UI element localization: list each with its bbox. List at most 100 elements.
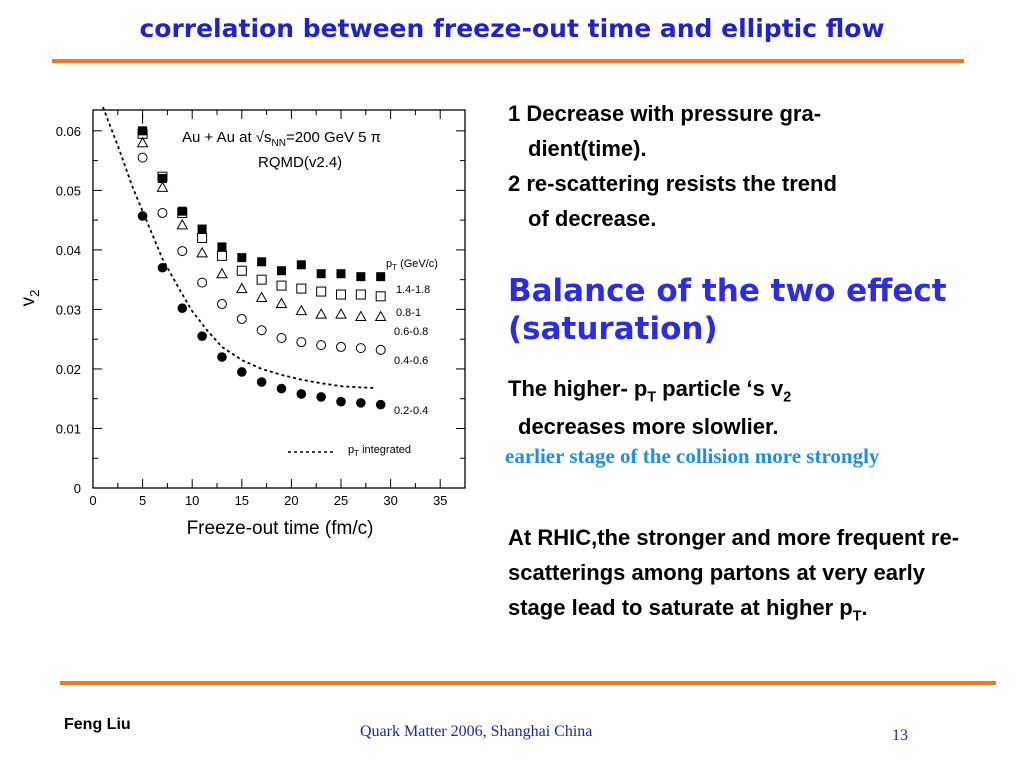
data-point-0-6-0-8 bbox=[176, 218, 189, 230]
x-tick-label: 35 bbox=[433, 493, 447, 508]
data-point-0-4-0-6 bbox=[375, 344, 386, 355]
data-point-0-4-0-6 bbox=[355, 343, 366, 354]
data-point-0-2-0-4 bbox=[296, 389, 307, 399]
data-point-1-4-1-8 bbox=[316, 269, 326, 279]
legend-0-6-0-8: 0.6-0.8 bbox=[394, 326, 428, 338]
x-tick-label: 20 bbox=[284, 493, 298, 508]
y-tick-label: 0.01 bbox=[56, 421, 81, 436]
data-point-0-2-0-4 bbox=[157, 262, 168, 273]
higher-a: The higher- p bbox=[508, 376, 648, 401]
higher-sub-2: 2 bbox=[783, 389, 792, 406]
data-point-0-4-0-6 bbox=[276, 332, 287, 343]
data-point-1-4-1-8 bbox=[336, 269, 346, 279]
data-point-0-2-0-4 bbox=[256, 377, 267, 387]
data-point-0-8-1 bbox=[177, 207, 188, 218]
data-point-0-8-1 bbox=[256, 274, 267, 285]
legend-0-2-0-4: 0.2-0.4 bbox=[394, 405, 428, 417]
data-point-0-6-0-8 bbox=[315, 308, 328, 319]
legend-0-8-1: 0.8-1 bbox=[396, 307, 421, 319]
x-axis-label: Freeze-out time (fm/c) bbox=[187, 518, 374, 539]
data-point-0-2-0-4 bbox=[375, 399, 386, 410]
footer-conference: Quark Matter 2006, Shanghai China bbox=[360, 723, 593, 740]
y-tick-label: 0.02 bbox=[56, 362, 81, 377]
data-point-0-6-0-8 bbox=[275, 297, 288, 308]
data-point-1-4-1-8 bbox=[376, 272, 386, 282]
balance-line-1: Balance of the two effect bbox=[508, 273, 947, 309]
footer-rule bbox=[60, 681, 996, 685]
y-axis-label: v2 bbox=[18, 290, 42, 307]
data-point-0-8-1 bbox=[355, 289, 366, 300]
footer-author: Feng Liu bbox=[64, 716, 131, 733]
data-point-0-2-0-4 bbox=[316, 392, 326, 402]
data-point-0-2-0-4 bbox=[177, 303, 188, 314]
data-point-1-4-1-8 bbox=[276, 266, 286, 276]
axis-ticks: 0 5 10 15 20 25 30 35 0 0.01 0.02 0.03 0.04 0.05 0.06 bbox=[56, 110, 465, 508]
higher-cont: decreases more slowlier. bbox=[518, 414, 779, 440]
point-1-lead: 1 Decrease with pressure gra- bbox=[508, 101, 822, 126]
data-point-0-4-0-6 bbox=[316, 340, 327, 351]
data-point-0-6-0-8 bbox=[216, 267, 228, 279]
footer-page-number: 13 bbox=[892, 727, 908, 744]
balance-line-2: (saturation) bbox=[508, 311, 718, 347]
x-tick-label: 10 bbox=[185, 493, 199, 508]
x-tick-label: 15 bbox=[235, 493, 249, 508]
data-point-0-6-0-8 bbox=[295, 304, 308, 316]
x-tick-label: 30 bbox=[383, 493, 397, 508]
data-point-0-2-0-4 bbox=[336, 396, 346, 407]
higher-pt-text: The higher- pT particle ‘s v2 decreases … bbox=[508, 374, 988, 442]
data-point-0-8-1 bbox=[157, 171, 168, 182]
data-point-0-8-1 bbox=[236, 265, 247, 276]
points-list: 1 Decrease with pressure gra- dient(time… bbox=[508, 96, 948, 236]
data-point-0-8-1 bbox=[197, 232, 208, 243]
data-point-0-8-1 bbox=[276, 280, 287, 291]
data-point-0-2-0-4 bbox=[276, 383, 287, 394]
data-point-1-4-1-8 bbox=[197, 224, 207, 234]
higher-b: particle ‘s v bbox=[656, 376, 784, 401]
y-tick-label: 0 bbox=[74, 481, 81, 496]
plot-frame bbox=[92, 109, 466, 489]
slide-title: correlation between freeze-out time and … bbox=[139, 14, 885, 43]
data-point-1-4-1-8 bbox=[177, 206, 187, 216]
data-point-0-4-0-6 bbox=[137, 152, 148, 163]
data-point-0-6-0-8 bbox=[235, 282, 248, 294]
legend-0-4-0-6: 0.4-0.6 bbox=[394, 355, 428, 367]
data-point-1-4-1-8 bbox=[217, 242, 227, 252]
y-tick-label: 0.05 bbox=[56, 183, 81, 198]
legend-1-4-1-8: 1.4-1.8 bbox=[396, 284, 430, 296]
data-point-0-8-1 bbox=[316, 286, 327, 297]
data-point-0-4-0-6 bbox=[197, 277, 208, 288]
point-2-lead: 2 re-scattering resists the trend bbox=[508, 171, 837, 196]
y-tick-label: 0.06 bbox=[56, 124, 81, 139]
legend-title: pT (GeV/c) bbox=[386, 258, 438, 272]
data-point-0-4-0-6 bbox=[157, 207, 168, 218]
point-1-cont: dient(time). bbox=[528, 136, 647, 161]
balance-heading: Balance of the two effect (saturation) bbox=[508, 272, 1008, 348]
rhic-text: At RHIC,the stronger and more frequent r… bbox=[508, 520, 978, 634]
higher-sub-t: T bbox=[647, 389, 657, 406]
data-point-0-2-0-4 bbox=[137, 211, 148, 221]
data-point-0-4-0-6 bbox=[256, 325, 267, 336]
rhic-body: At RHIC,the stronger and more frequent r… bbox=[508, 525, 960, 620]
data-point-1-4-1-8 bbox=[296, 260, 306, 270]
data-point-0-6-0-8 bbox=[374, 310, 387, 322]
data-point-1-4-1-8 bbox=[157, 173, 167, 183]
y-tick-label: 0.03 bbox=[56, 302, 81, 317]
rhic-end: . bbox=[861, 595, 868, 620]
pt-integrated-curve bbox=[102, 106, 376, 389]
data-point-1-4-1-8 bbox=[356, 272, 366, 282]
data-point-0-2-0-4 bbox=[356, 398, 366, 408]
data-point-0-8-1 bbox=[296, 283, 307, 294]
title-rule bbox=[52, 59, 964, 63]
y-tick-label: 0.04 bbox=[56, 243, 81, 258]
data-point-0-2-0-4 bbox=[197, 331, 207, 342]
data-point-0-6-0-8 bbox=[255, 291, 268, 303]
data-point-0-4-0-6 bbox=[216, 299, 227, 310]
point-2-cont: of decrease. bbox=[528, 206, 657, 231]
data-point-1-4-1-8 bbox=[257, 257, 267, 267]
chart-subtitle: RQMD(v2.4) bbox=[258, 154, 342, 171]
data-point-1-4-1-8 bbox=[138, 126, 148, 136]
data-point-0-2-0-4 bbox=[237, 367, 247, 377]
x-tick-label: 5 bbox=[139, 493, 146, 508]
data-point-0-8-1 bbox=[375, 291, 386, 302]
